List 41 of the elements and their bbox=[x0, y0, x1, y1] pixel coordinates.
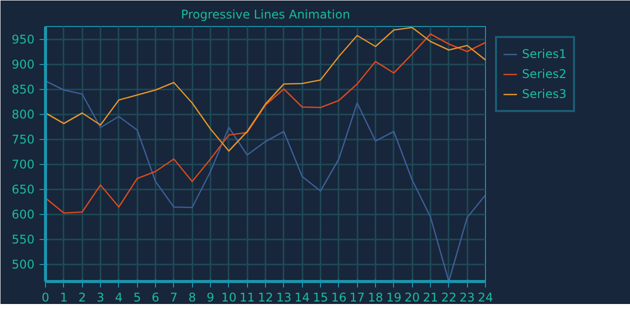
x-tick-label: 14 bbox=[294, 290, 310, 304]
x-tick-label: 9 bbox=[206, 290, 214, 304]
y-tick-label: 800 bbox=[12, 108, 34, 122]
legend-label: Series2 bbox=[522, 67, 567, 81]
x-tick-label: 4 bbox=[115, 290, 123, 304]
x-tick-label: 20 bbox=[404, 290, 420, 304]
x-tick-label: 1 bbox=[60, 290, 68, 304]
x-tick-label: 5 bbox=[133, 290, 141, 304]
x-tick-label: 17 bbox=[350, 290, 365, 304]
x-tick-label: 19 bbox=[386, 290, 402, 304]
y-tick-label: 550 bbox=[12, 232, 34, 246]
x-tick-label: 22 bbox=[441, 290, 456, 304]
x-tick-label: 23 bbox=[460, 290, 475, 304]
x-tick-label: 16 bbox=[331, 290, 346, 304]
line-series bbox=[46, 33, 486, 214]
y-tick-label: 850 bbox=[12, 82, 34, 96]
x-tick-label: 11 bbox=[240, 290, 255, 304]
x-tick-label: 7 bbox=[170, 290, 178, 304]
x-tick-label: 6 bbox=[152, 290, 160, 304]
x-tick-label: 13 bbox=[276, 290, 292, 304]
x-tick-label: 24 bbox=[478, 290, 494, 304]
x-tick-label: 12 bbox=[258, 290, 274, 304]
y-tick-label: 950 bbox=[12, 32, 34, 46]
x-tick-label: 21 bbox=[422, 290, 438, 304]
legend-label: Series1 bbox=[522, 47, 567, 61]
y-tick-label: 500 bbox=[12, 258, 34, 272]
x-tick-label: 2 bbox=[78, 290, 86, 304]
x-tick-label: 15 bbox=[312, 290, 328, 304]
y-tick-label: 750 bbox=[12, 132, 34, 146]
y-tick-label: 700 bbox=[12, 158, 34, 172]
legend-label: Series3 bbox=[522, 87, 567, 101]
x-tick-label: 18 bbox=[368, 290, 384, 304]
x-tick-label: 0 bbox=[42, 290, 50, 304]
x-tick-label: 8 bbox=[188, 290, 196, 304]
line-series bbox=[46, 26, 486, 152]
y-tick-label: 600 bbox=[12, 208, 34, 222]
chart-title: Progressive Lines Animation bbox=[180, 8, 350, 22]
x-tick-label: 3 bbox=[96, 290, 104, 304]
y-tick-label: 900 bbox=[12, 58, 34, 72]
y-tick-label: 650 bbox=[12, 182, 34, 196]
x-tick-label: 10 bbox=[221, 290, 236, 304]
